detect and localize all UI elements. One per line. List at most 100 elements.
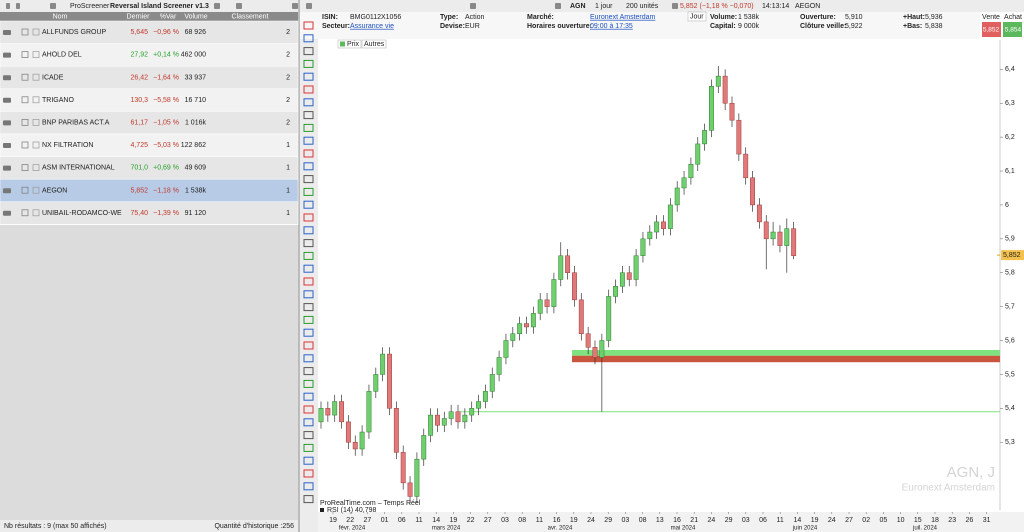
row-icon[interactable]	[21, 119, 29, 126]
tool-icon[interactable]	[303, 34, 314, 43]
tool-icon[interactable]	[303, 303, 314, 312]
tool-icon[interactable]	[303, 175, 314, 184]
tool-icon[interactable]	[303, 495, 314, 504]
tab[interactable]	[361, 39, 387, 49]
tool-icon[interactable]	[303, 405, 314, 414]
tool-icon[interactable]	[303, 367, 314, 376]
tool-icon[interactable]	[303, 111, 314, 120]
tool-icon[interactable]	[303, 213, 314, 222]
row-icon[interactable]	[32, 141, 40, 149]
row-icon[interactable]	[21, 73, 29, 81]
row-icon[interactable]	[21, 96, 29, 104]
row-icon[interactable]	[21, 164, 29, 171]
row-icon[interactable]	[21, 51, 29, 58]
info-market[interactable]: Euronext Amsterdam	[590, 14, 656, 21]
tab[interactable]: Jour	[690, 13, 704, 20]
row-icon[interactable]	[3, 97, 11, 103]
toolbar-icon[interactable]	[470, 3, 476, 9]
toolbar-icon[interactable]	[16, 3, 20, 9]
tool-icon[interactable]	[303, 328, 314, 337]
tool-icon[interactable]	[303, 239, 314, 248]
row-icon[interactable]	[3, 143, 11, 148]
tool-icon[interactable]	[303, 315, 314, 324]
row-icon[interactable]	[3, 52, 11, 58]
tool-icon[interactable]	[303, 200, 314, 209]
toolbar-icon[interactable]	[214, 3, 220, 9]
column-header[interactable]: Dernier	[127, 13, 151, 20]
sell-price[interactable]: 5,852	[983, 27, 1000, 34]
tool-icon[interactable]	[303, 226, 314, 235]
tool-icon[interactable]	[303, 469, 314, 478]
tab-label[interactable]: Autres	[364, 41, 385, 48]
screener-name[interactable]: Reversal Island Screener v1.3	[110, 3, 209, 10]
tool-icon[interactable]	[303, 98, 314, 107]
table-row[interactable]	[0, 201, 299, 225]
app-name[interactable]: ProScreener	[70, 3, 110, 10]
toolbar-icon[interactable]	[50, 3, 56, 9]
row-icon[interactable]	[21, 209, 29, 217]
toolbar-icon[interactable]	[236, 3, 242, 9]
row-icon[interactable]	[3, 210, 11, 216]
tool-icon[interactable]	[303, 431, 314, 440]
row-icon[interactable]	[32, 209, 40, 217]
row-icon[interactable]	[3, 75, 11, 81]
row-icon[interactable]	[21, 141, 29, 149]
tool-icon[interactable]	[303, 162, 314, 171]
tool-icon[interactable]	[303, 47, 314, 56]
tool-icon[interactable]	[303, 482, 314, 491]
tool-icon[interactable]	[303, 392, 314, 401]
row-icon[interactable]	[21, 28, 29, 36]
column-header[interactable]: Nom	[53, 13, 68, 20]
tool-icon[interactable]	[303, 85, 314, 94]
tool-icon[interactable]	[303, 354, 314, 363]
row-icon[interactable]	[32, 73, 40, 81]
row-icon[interactable]	[32, 96, 40, 104]
tool-icon[interactable]	[303, 72, 314, 81]
candle-body	[654, 221, 660, 233]
row-icon[interactable]	[32, 51, 40, 58]
row-icon[interactable]	[32, 164, 40, 171]
symbol[interactable]: AGN	[570, 3, 586, 10]
tool-icon[interactable]	[303, 456, 314, 465]
row-icon[interactable]	[32, 28, 40, 36]
row-icon[interactable]	[3, 165, 11, 171]
tool-icon[interactable]	[303, 443, 314, 452]
toolbar-icon[interactable]	[292, 3, 298, 9]
row-icon[interactable]	[32, 186, 40, 194]
tool-icon[interactable]	[303, 290, 314, 299]
tab-label[interactable]: Prix	[347, 41, 360, 48]
tool-icon[interactable]	[303, 379, 314, 388]
column-header[interactable]: Classement	[232, 13, 269, 20]
toolbar-icon[interactable]	[555, 3, 561, 9]
column-header[interactable]: %Var	[160, 13, 177, 20]
tool-icon[interactable]	[303, 277, 314, 286]
toolbar-icon[interactable]	[6, 3, 10, 9]
column-header[interactable]: Volume	[184, 13, 207, 20]
row-icon[interactable]	[32, 119, 40, 126]
period[interactable]: 1 jour	[595, 3, 613, 10]
tool-icon[interactable]	[303, 251, 314, 260]
tool-icon[interactable]	[303, 264, 314, 273]
x-tick-label: 03	[742, 517, 750, 524]
row-icon[interactable]	[21, 186, 29, 194]
tool-icon[interactable]	[303, 341, 314, 350]
row-icon[interactable]	[3, 120, 11, 126]
toolbar-icon[interactable]	[672, 3, 678, 9]
tab[interactable]	[337, 39, 362, 49]
info-hours[interactable]: 09:00 à 17:35	[590, 23, 633, 30]
toolbar-icon[interactable]	[306, 3, 312, 9]
tool-icon[interactable]	[303, 59, 314, 68]
tool-icon[interactable]	[303, 21, 314, 30]
tool-icon[interactable]	[303, 123, 314, 132]
row-icon[interactable]	[3, 188, 11, 194]
buy-price[interactable]: 5,854	[1005, 27, 1022, 34]
units[interactable]: 200 unités	[626, 3, 659, 10]
tool-icon[interactable]	[303, 149, 314, 158]
tool-icon[interactable]	[303, 187, 314, 196]
info-sector[interactable]: Assurance vie	[350, 23, 394, 30]
footer-indicator[interactable]: RSI (14) 40,798	[327, 507, 377, 514]
tool-icon[interactable]	[303, 136, 314, 145]
row-icon[interactable]	[3, 30, 11, 35]
tool-icon[interactable]	[303, 418, 314, 427]
info-high-label: +Haut:	[903, 14, 925, 21]
